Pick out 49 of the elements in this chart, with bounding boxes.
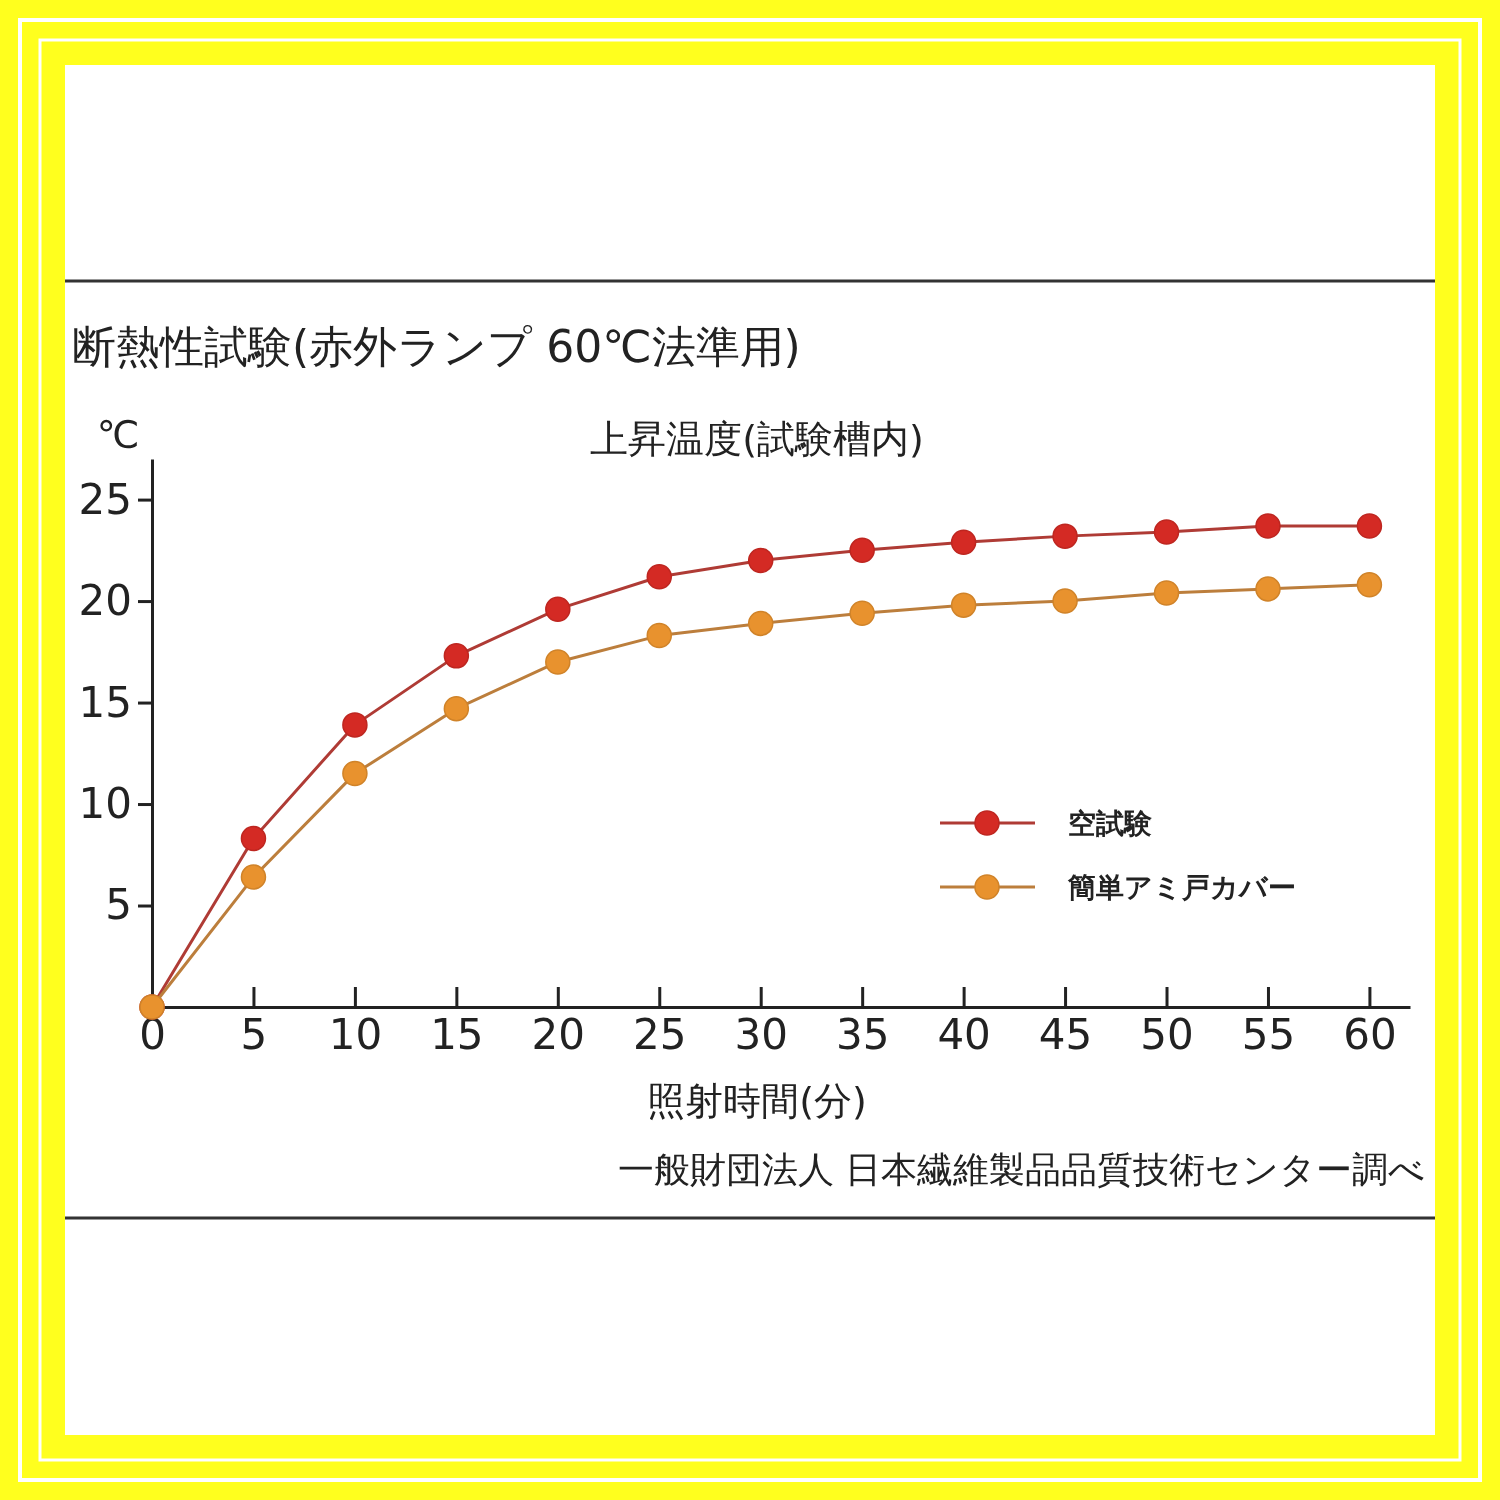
x-tick-label: 40 [937,1009,991,1059]
chart-subtitle: 上昇温度(試験槽内) [590,417,924,461]
point [342,760,368,787]
legend-label: 簡単アミ戸カバー [1067,871,1296,905]
x-tick-label: 20 [531,1009,586,1059]
x-tick-label: 55 [1241,1009,1296,1059]
point [545,596,571,622]
x-tick-label: 35 [835,1009,890,1059]
point [1255,513,1281,539]
x-tick-label: 10 [328,1009,383,1059]
point [747,610,774,637]
point [646,563,673,590]
x-tick-label: 25 [633,1009,687,1059]
x-tick-label: 45 [1038,1009,1093,1059]
x-tick-label: 15 [430,1009,484,1059]
x-tick-label: 30 [734,1009,788,1059]
x-tick-label: 5 [240,1009,268,1059]
y-tick-label: 25 [78,474,132,524]
point [1356,513,1383,539]
point [443,643,470,669]
y-tick-label: 5 [105,880,132,930]
point [1153,519,1180,545]
point [646,622,673,649]
point [342,712,368,738]
text: 一般財団法人 日本繊維製品品質技術センター調べ [617,1149,1425,1190]
point [747,547,774,574]
point [950,592,977,618]
point [443,695,470,722]
point [849,600,875,626]
x-tick-label: 0 [139,1009,166,1059]
y-tick-label: 15 [78,677,132,727]
point [240,864,267,890]
point [1052,523,1078,549]
point [240,825,267,852]
x-tick-label: 60 [1343,1009,1397,1059]
y-tick-label: 10 [78,778,132,828]
x-tick-label: 50 [1140,1009,1194,1059]
x-axis-title: 照射時間(分) [647,1079,867,1123]
point [950,529,977,555]
y-tick-label: 20 [78,576,132,626]
point [1356,572,1383,598]
legend-label: 空試験 [1068,807,1152,841]
point [1255,576,1281,602]
point [1153,580,1180,606]
point [1052,588,1078,614]
point [545,649,571,675]
point [849,537,875,564]
chart-title: 断熱性試験(赤外ランプ 60℃法準用) [72,321,801,372]
y-axis-title: ℃ [96,413,140,457]
